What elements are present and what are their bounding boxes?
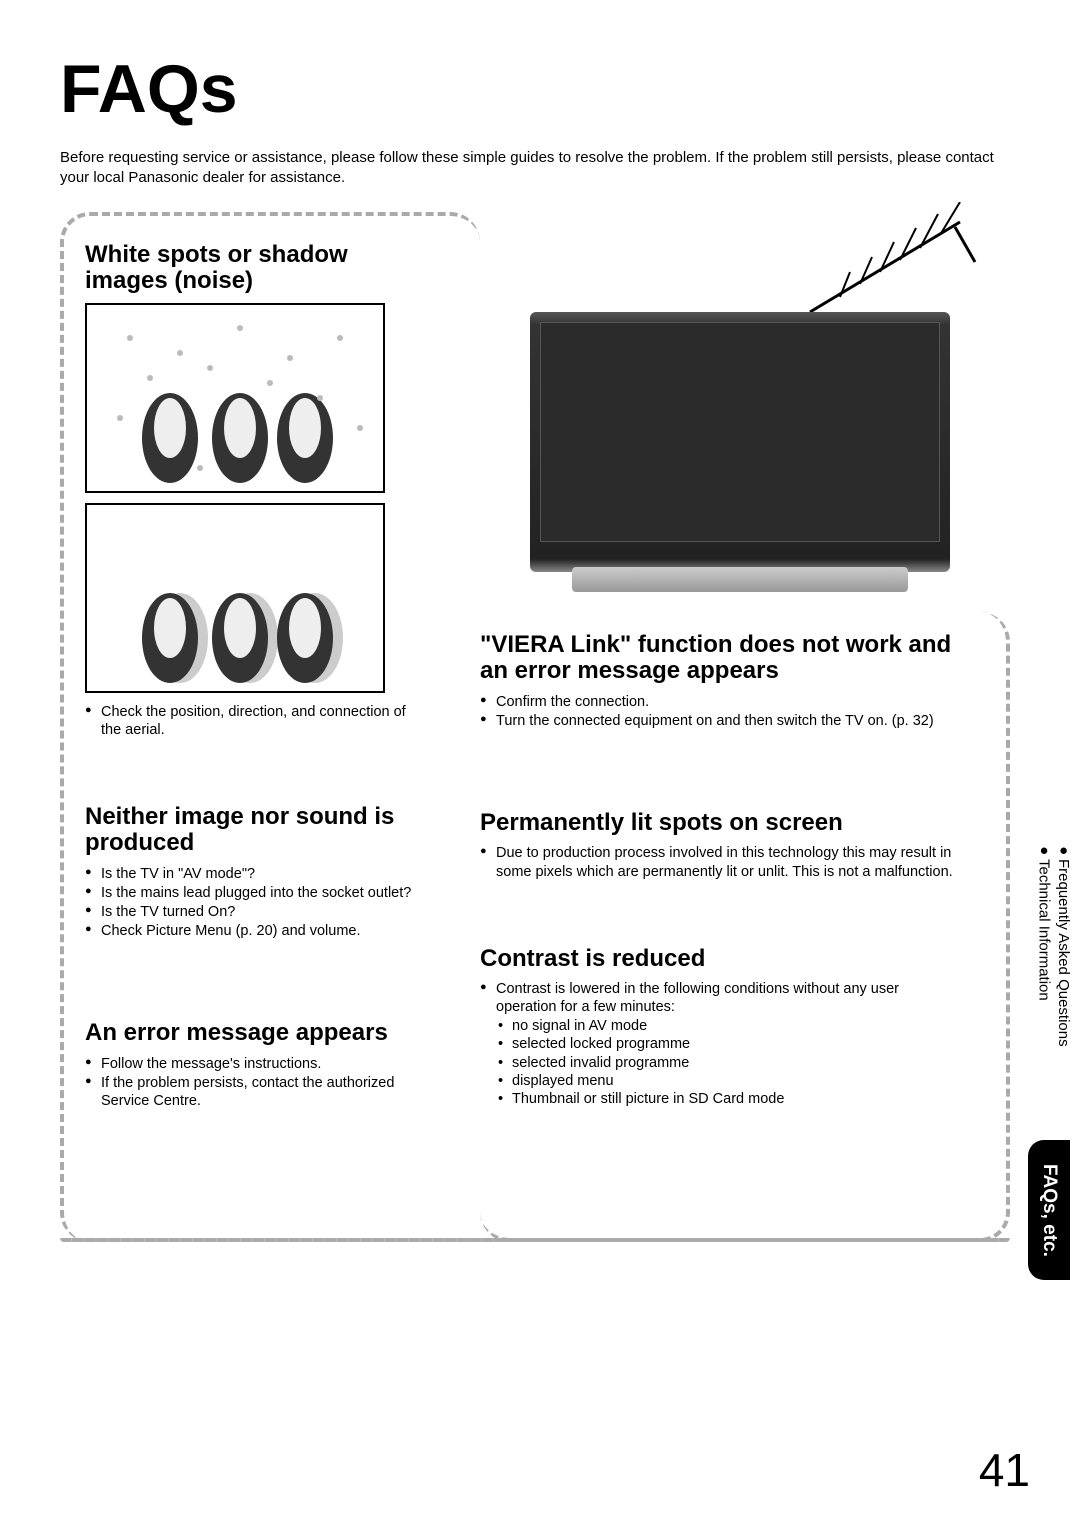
left-column: White spots or shadow images (noise) [60,212,440,1160]
tv-icon [530,312,950,572]
list-item: selected invalid programme [498,1054,960,1072]
lit-spots-heading: Permanently lit spots on screen [480,810,960,836]
viera-list: Confirm the connection. Turn the connect… [480,693,960,730]
tv-antenna-illustration [500,202,1000,572]
list-item: Check Picture Menu (p. 20) and volume. [85,922,420,940]
list-item: Is the TV in "AV mode"? [85,865,420,883]
page-title: FAQs [60,50,1020,128]
noise-image-1 [85,303,385,493]
list-item: Turn the connected equipment on and then… [480,712,960,730]
side-tab-section: FAQs, etc. [1028,1140,1070,1280]
list-item: Confirm the connection. [480,693,960,711]
list-item: Is the mains lead plugged into the socke… [85,884,420,902]
no-image-heading: Neither image nor sound is produced [85,804,420,857]
list-item: Due to production process involved in th… [480,844,960,880]
list-item: displayed menu [498,1072,960,1090]
side-tab: ●Frequently Asked Questions ●Technical I… [1028,830,1080,1280]
list-item: Follow the message's instructions. [85,1055,420,1073]
list-item: Is the TV turned On? [85,903,420,921]
error-msg-heading: An error message appears [85,1020,420,1046]
penguin-ghost-icon [90,508,380,688]
list-item: If the problem persists, contact the aut… [85,1074,420,1110]
side-tab-line1: Frequently Asked Questions [1055,859,1072,1047]
viera-heading: "VIERA Link" function does not work and … [480,632,960,685]
antenna-icon [800,202,980,322]
list-item: Thumbnail or still picture in SD Card mo… [498,1090,960,1108]
list-item: Check the position, direction, and conne… [85,703,420,739]
white-spots-list: Check the position, direction, and conne… [85,703,420,739]
contrast-sublist: no signal in AV mode selected locked pro… [480,1017,960,1108]
faq-container: White spots or shadow images (noise) [60,212,1020,1160]
list-item: Contrast is lowered in the following con… [480,980,960,1016]
contrast-list: Contrast is lowered in the following con… [480,980,960,1016]
list-item: selected locked programme [498,1035,960,1053]
right-column: "VIERA Link" function does not work and … [440,632,980,1128]
noise-image-2 [85,503,385,693]
intro-text: Before requesting service or assistance,… [60,148,1020,187]
contrast-heading: Contrast is reduced [480,946,960,972]
white-spots-heading: White spots or shadow images (noise) [85,242,420,295]
tv-screen [540,322,940,542]
error-msg-list: Follow the message's instructions. If th… [85,1055,420,1110]
side-tab-labels: ●Frequently Asked Questions ●Technical I… [1028,830,1079,1140]
no-image-list: Is the TV in "AV mode"? Is the mains lea… [85,865,420,941]
side-tab-line2: Technical Information [1036,859,1053,1001]
page-number: 41 [979,1443,1030,1497]
list-item: no signal in AV mode [498,1017,960,1035]
penguin-noise-icon [90,308,380,488]
dashed-border-bottom [60,1238,1010,1242]
lit-spots-list: Due to production process involved in th… [480,844,960,880]
